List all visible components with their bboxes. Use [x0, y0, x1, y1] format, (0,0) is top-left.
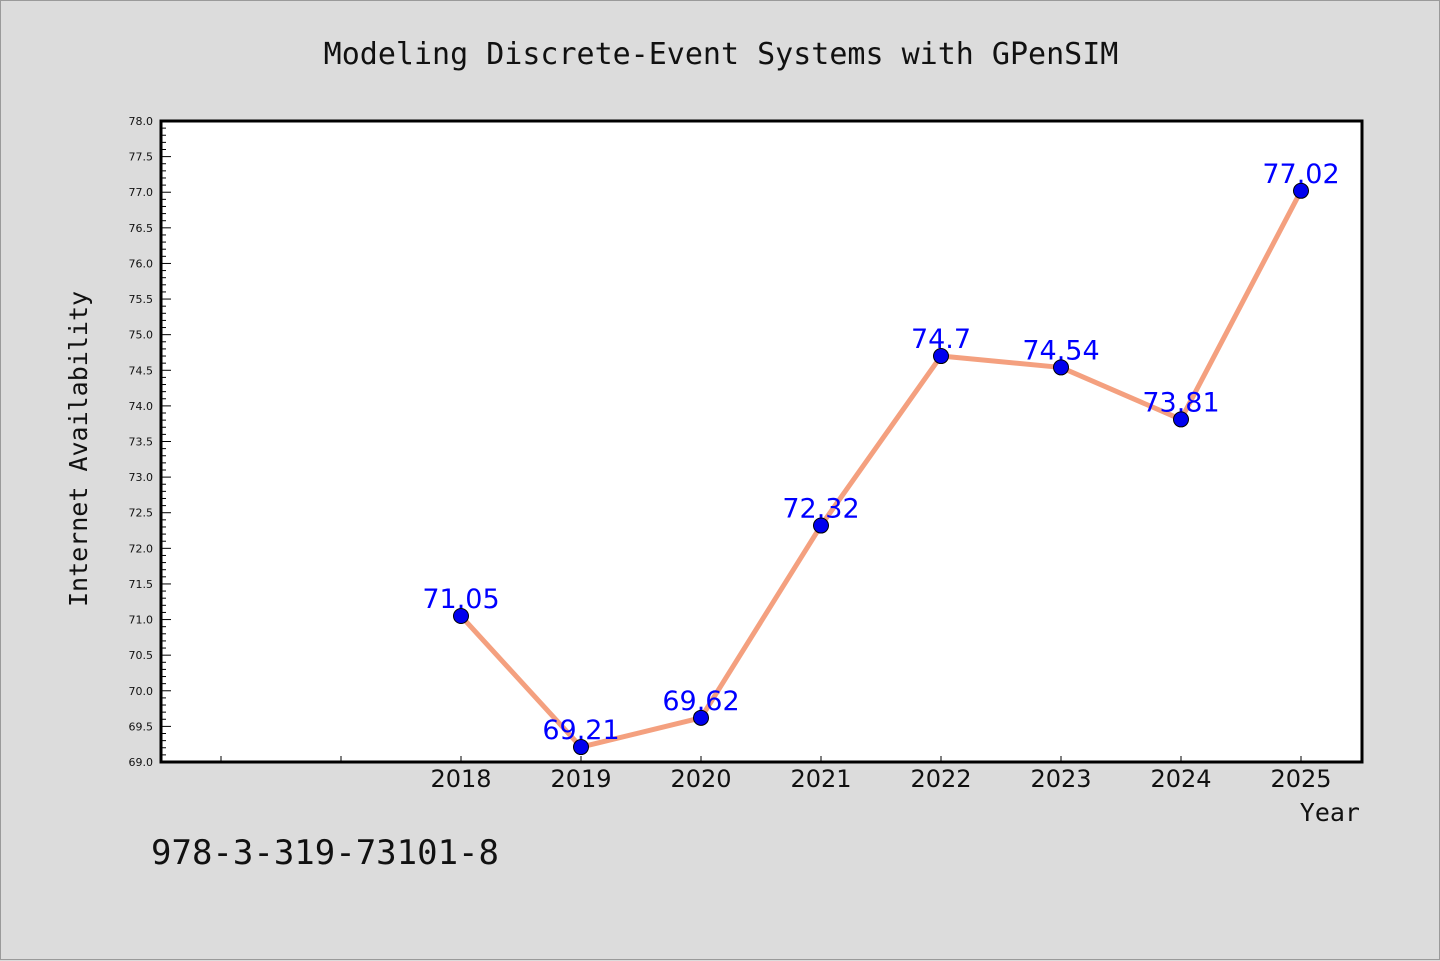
- y-tick-label: 73.0: [129, 471, 154, 484]
- plot-area: [159, 119, 1364, 764]
- y-tick-label: 74.0: [129, 400, 154, 413]
- data-label: 69.21: [542, 715, 619, 746]
- x-tick-label: 2023: [1030, 765, 1091, 793]
- y-tick-label: 72.5: [129, 507, 154, 520]
- y-tick-label: 75.5: [129, 293, 154, 306]
- data-label: 72.32: [782, 494, 859, 525]
- data-label: 71.05: [422, 584, 499, 615]
- data-points: [453, 182, 1309, 756]
- x-axis: 2018 2019 2020 2021 2022 2023 2024 2025: [220, 756, 1332, 793]
- y-tick-label: 77.0: [129, 186, 154, 199]
- data-point: [933, 348, 949, 365]
- y-axis: 69.0 69.5 70.0 70.5 71.0 71.5 72.0 72.5 73.0 73.5…: [129, 115, 171, 769]
- series-line: [459, 189, 1304, 750]
- y-tick-label: 78.0: [129, 115, 154, 128]
- y-tick-label: 71.0: [129, 614, 154, 627]
- data-point: [453, 607, 469, 624]
- data-labels: 71.05 69.21 69.62 72.32 74.7 74.54 73.81 77.02: [422, 159, 1339, 746]
- x-tick-label: 2018: [430, 765, 491, 793]
- x-tick-label: 2020: [670, 765, 731, 793]
- data-label: 69.62: [662, 686, 739, 717]
- data-label: 74.54: [1022, 335, 1099, 366]
- x-tick-label: 2019: [550, 765, 611, 793]
- data-point: [693, 709, 709, 726]
- data-point: [1293, 182, 1309, 199]
- x-tick-label: 2025: [1270, 765, 1331, 793]
- y-tick-label: 69.5: [129, 720, 154, 733]
- x-axis-title: Year: [1300, 798, 1360, 827]
- chart-title: Modeling Discrete-Event Systems with GPe…: [324, 37, 1119, 72]
- data-point: [1173, 411, 1189, 428]
- series-line-group: [459, 189, 1304, 750]
- y-tick-label: 77.5: [129, 151, 154, 164]
- y-tick-label: 70.5: [129, 649, 154, 662]
- y-tick-label: 72.0: [129, 542, 154, 555]
- isbn-caption: 978-3-319-73101-8: [151, 833, 499, 873]
- data-point: [573, 739, 589, 756]
- x-tick-label: 2022: [910, 765, 971, 793]
- y-axis-title: Internet Availability: [64, 291, 93, 607]
- data-point: [813, 517, 829, 534]
- y-tick-label: 73.5: [129, 436, 154, 449]
- data-label: 73.81: [1142, 387, 1219, 418]
- x-tick-label: 2021: [790, 765, 851, 793]
- data-point: [1053, 359, 1069, 376]
- data-label: 74.7: [911, 324, 971, 355]
- y-tick-label: 76.5: [129, 222, 154, 235]
- y-tick-label: 71.5: [129, 578, 154, 591]
- data-label: 77.02: [1262, 159, 1339, 190]
- x-tick-label: 2024: [1150, 765, 1211, 793]
- y-tick-label: 69.0: [129, 756, 154, 769]
- y-tick-label: 76.0: [129, 257, 154, 270]
- y-tick-label: 74.5: [129, 364, 154, 377]
- y-tick-label: 70.0: [129, 685, 154, 698]
- y-tick-label: 75.0: [129, 329, 154, 342]
